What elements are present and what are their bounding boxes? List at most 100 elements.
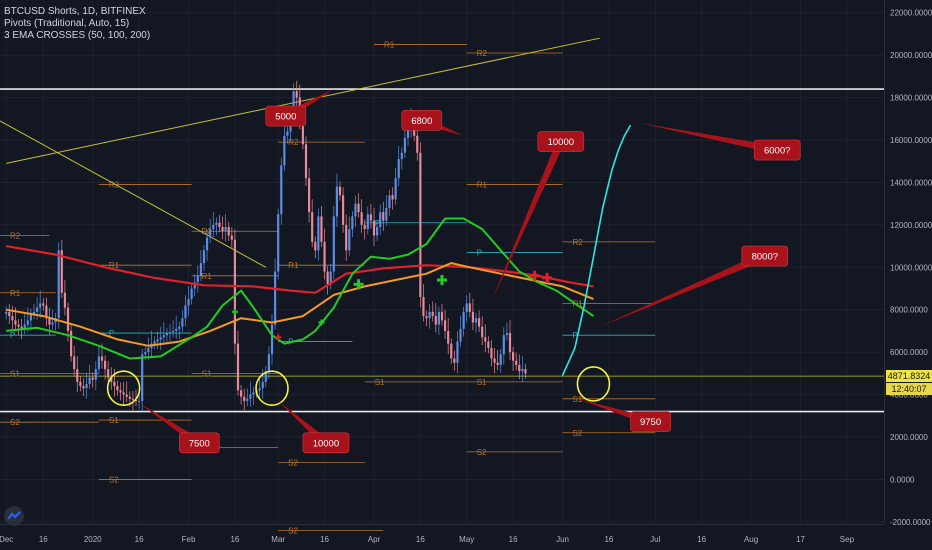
y-tick-label: 8000.0000	[890, 306, 928, 315]
candle-body	[196, 275, 199, 283]
candle-body	[162, 335, 165, 338]
candle-body	[202, 250, 206, 264]
candle-body	[141, 354, 144, 401]
candle-body	[36, 307, 39, 312]
candle-body	[60, 250, 63, 293]
candle-body	[218, 222, 221, 227]
candle-body	[20, 326, 23, 329]
candle-body	[459, 328, 462, 342]
candle-body	[79, 381, 82, 387]
candle-body	[515, 360, 518, 365]
candle-body	[267, 354, 270, 372]
candle-body	[227, 226, 230, 236]
candle-body	[326, 271, 329, 285]
trendlines[interactable]	[0, 37, 600, 268]
candle-body	[175, 328, 178, 331]
pivot-label: P	[109, 329, 114, 338]
candle-body	[29, 313, 32, 321]
candle-body	[521, 369, 524, 372]
callout-box	[302, 432, 350, 454]
callout-label: 5000	[275, 112, 296, 123]
highlight-circles[interactable]	[106, 366, 611, 407]
candle-body	[372, 220, 376, 236]
candle-body	[144, 352, 147, 355]
candle-body	[97, 356, 100, 370]
tradingview-logo[interactable]	[4, 506, 24, 526]
callout-label: 10000	[548, 137, 574, 148]
highlight-circle	[106, 370, 141, 407]
pivot-label: S2	[10, 418, 20, 427]
candle-body	[258, 388, 261, 391]
price-axis[interactable]: 22000.0000 20000.0000 18000.0000 16000.0000…	[884, 0, 932, 550]
callout-label: 6800	[411, 116, 432, 127]
pivot-label: R1	[477, 181, 488, 190]
candle-body	[345, 224, 348, 251]
x-tick-label: 16	[604, 535, 613, 544]
legend-symbol[interactable]: BTCUSD Shorts, 1D, BITFINEX	[4, 6, 146, 17]
candle-body	[493, 358, 496, 363]
callouts[interactable]: 5000 6800 10000 6000? 8000? 7500 10000 9750	[139, 89, 801, 454]
candle-body	[270, 324, 274, 355]
pivot-label: S2	[477, 448, 487, 457]
candle-body	[48, 318, 51, 325]
x-tick-label: 16	[697, 535, 706, 544]
callout-box	[741, 245, 789, 267]
legend-ema[interactable]: 3 EMA CROSSES (50, 100, 200)	[4, 30, 151, 41]
candle-body	[524, 369, 527, 374]
candle-body	[236, 343, 240, 391]
candle-body	[369, 214, 372, 221]
time-axis[interactable]: Dec 16 2020 16 Feb 16 Mar 16 Apr 16 May 16 Jun 16 Jul 1…	[0, 524, 884, 545]
candle-body	[292, 91, 295, 115]
candle-body	[496, 362, 499, 365]
y-tick-label: 20000.0000	[890, 51, 932, 60]
candle-body	[249, 394, 252, 399]
legend-pivots[interactable]: Pivots (Traditional, Auto, 15)	[4, 18, 130, 29]
candle-body	[104, 360, 107, 370]
candle-body	[172, 330, 175, 333]
callout-box	[537, 131, 585, 152]
pivot-label: S2	[288, 526, 298, 535]
candle-body	[261, 381, 264, 389]
y-tick-label: 2000.0000	[890, 433, 928, 442]
candle-body	[73, 356, 76, 370]
candle-body	[57, 250, 60, 319]
x-tick-label: Apr	[368, 535, 381, 544]
candle-body	[342, 195, 345, 225]
y-tick-label: 12000.0000	[890, 221, 932, 230]
candle-body	[301, 118, 304, 145]
callout-pointer	[639, 123, 778, 154]
callout-label: 6000?	[764, 146, 790, 157]
pivot-label: S1	[109, 416, 119, 425]
pivot-label: R2	[10, 231, 21, 240]
current-price-tag: 4871.8324	[886, 370, 932, 383]
projection[interactable]	[561, 124, 632, 376]
candle-body	[505, 333, 508, 336]
candle-body	[394, 178, 397, 200]
candle-body	[209, 229, 212, 238]
candle-body	[63, 292, 66, 308]
candle-body	[354, 203, 357, 217]
candle-body	[187, 299, 190, 306]
candle-body	[264, 371, 267, 382]
candle-body	[230, 235, 233, 240]
candle-body	[11, 316, 14, 321]
candle-body	[329, 271, 332, 285]
chart-legend: BTCUSD Shorts, 1D, BITFINEX Pivots (Trad…	[4, 6, 150, 42]
y-tick-label: 6000.0000	[890, 348, 928, 357]
candle-body	[434, 316, 437, 325]
candle-body	[165, 333, 168, 336]
candle-body	[335, 186, 338, 217]
candle-body	[215, 222, 218, 225]
candle-body	[437, 311, 440, 325]
candle-body	[311, 212, 314, 242]
candle-body	[403, 137, 406, 153]
candle-body	[385, 207, 388, 221]
candle-body	[397, 159, 400, 179]
highlight-circle	[576, 366, 611, 402]
pivot-label: P	[10, 331, 15, 340]
x-tick-label: 16	[135, 535, 144, 544]
candle-body	[113, 381, 116, 387]
candle-body	[317, 216, 320, 251]
candle-body	[332, 216, 335, 272]
